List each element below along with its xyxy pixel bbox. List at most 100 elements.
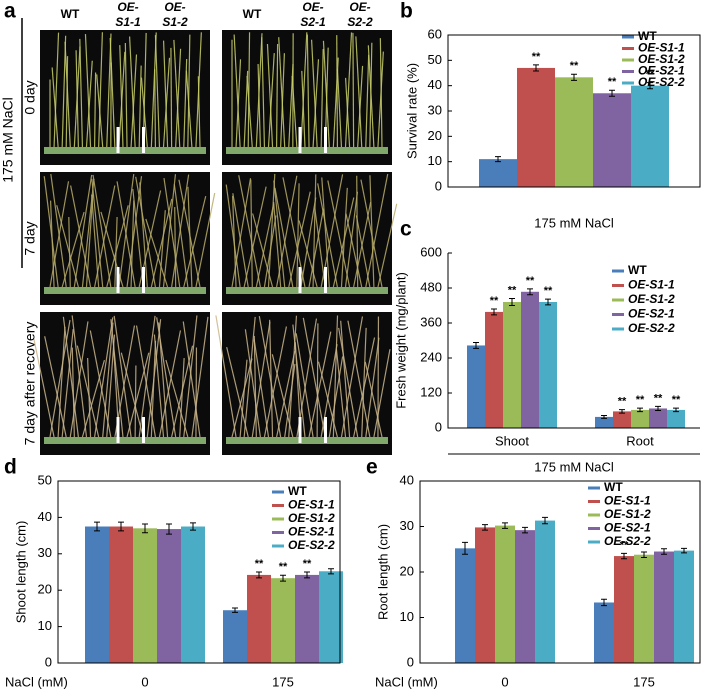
- plant: [150, 340, 157, 438]
- plant: [145, 218, 169, 288]
- plant: [175, 48, 182, 148]
- plant: [64, 41, 71, 148]
- plant: [253, 339, 270, 438]
- plant: [298, 220, 318, 288]
- legend-label: OE-S2-1: [604, 521, 651, 535]
- stake: [324, 417, 327, 443]
- plant: [320, 49, 324, 148]
- plant: [93, 72, 97, 148]
- legend-label: OE-S1-2: [604, 507, 651, 521]
- bar: [479, 159, 517, 187]
- significance: **: [608, 76, 617, 88]
- legend-label: OE-S2-2: [638, 75, 685, 89]
- bar: [634, 554, 654, 663]
- x-axis-title: 175 mM NaCl: [534, 459, 614, 474]
- plant: [327, 180, 351, 288]
- plant: [225, 184, 241, 288]
- significance: **: [620, 539, 629, 551]
- bar: [485, 311, 503, 428]
- plant: [328, 356, 344, 438]
- plant: [118, 173, 135, 288]
- plant: [278, 37, 286, 148]
- plant: [340, 320, 351, 438]
- legend-label: OE-S1-2: [638, 52, 685, 66]
- significance: **: [570, 60, 579, 72]
- plant: [365, 337, 380, 438]
- panel-label: a: [4, 0, 16, 23]
- plant: [261, 37, 266, 148]
- plant: [182, 321, 201, 438]
- plant: [130, 54, 138, 148]
- plant: [165, 359, 189, 438]
- plant: [257, 64, 261, 148]
- legend-label: OE-S2-1: [288, 525, 335, 539]
- x-tick-label: Root: [626, 433, 654, 448]
- bar: [517, 67, 555, 187]
- bar: [247, 574, 271, 663]
- plant: [178, 179, 201, 288]
- stake: [324, 267, 327, 293]
- plant: [53, 32, 60, 148]
- bar: [667, 409, 685, 428]
- y-tick-label: 30: [428, 102, 442, 117]
- plant: [344, 77, 351, 148]
- bar: [319, 571, 343, 663]
- stake: [298, 127, 302, 153]
- plant: [258, 316, 282, 438]
- y-tick-label: 40: [428, 77, 442, 92]
- column-label: OE-: [349, 0, 370, 14]
- y-tick-label: 40: [38, 509, 52, 524]
- x-axis-title: NaCl (mM): [5, 674, 68, 689]
- error-bar: [166, 523, 172, 535]
- column-label: OE-: [117, 0, 138, 14]
- legend-label: OE-S1-1: [288, 498, 335, 512]
- plant: [73, 174, 93, 288]
- plant: [49, 319, 71, 438]
- error-bar: [655, 405, 661, 411]
- y-axis-title: Survival rate (%): [404, 63, 419, 159]
- plant: [191, 316, 209, 438]
- plant: [94, 185, 116, 288]
- plant: [361, 327, 367, 438]
- x-tick-label: 175 mM NaCl: [534, 215, 614, 230]
- plant: [163, 177, 181, 288]
- error-bar: [619, 409, 625, 414]
- plant: [162, 40, 169, 148]
- plant: [85, 60, 93, 148]
- y-tick-label: 0: [435, 178, 442, 193]
- significance: **: [508, 284, 517, 296]
- bar: [503, 302, 521, 428]
- plant: [267, 53, 275, 148]
- plant: [336, 68, 343, 148]
- plant: [138, 315, 156, 438]
- error-bar: [527, 288, 533, 296]
- bar: [223, 610, 247, 663]
- error-bar: [621, 552, 627, 560]
- bar: [535, 520, 555, 663]
- x-tick-label: 0: [501, 674, 508, 689]
- row-label: 7 day after recovery: [22, 322, 38, 446]
- plant: [295, 333, 314, 438]
- plant: [81, 359, 106, 438]
- y-tick-label: 10: [38, 618, 52, 633]
- error-bar: [232, 607, 238, 613]
- error-bar: [462, 541, 468, 555]
- plant: [250, 179, 253, 288]
- plant: [158, 330, 182, 438]
- plant: [75, 50, 79, 148]
- plant: [56, 205, 79, 288]
- photo: [40, 312, 210, 455]
- error-bar: [502, 522, 508, 529]
- stake: [116, 127, 120, 153]
- error-bar: [601, 414, 607, 419]
- legend-label: WT: [604, 480, 623, 494]
- plant: [251, 321, 271, 438]
- plant: [269, 319, 274, 438]
- error-bar: [304, 571, 310, 579]
- y-tick-label: 20: [38, 582, 52, 597]
- plant: [113, 315, 132, 438]
- column-label: WT: [243, 7, 262, 21]
- plant: [70, 185, 92, 288]
- plant: [126, 352, 150, 438]
- plant: [338, 327, 359, 438]
